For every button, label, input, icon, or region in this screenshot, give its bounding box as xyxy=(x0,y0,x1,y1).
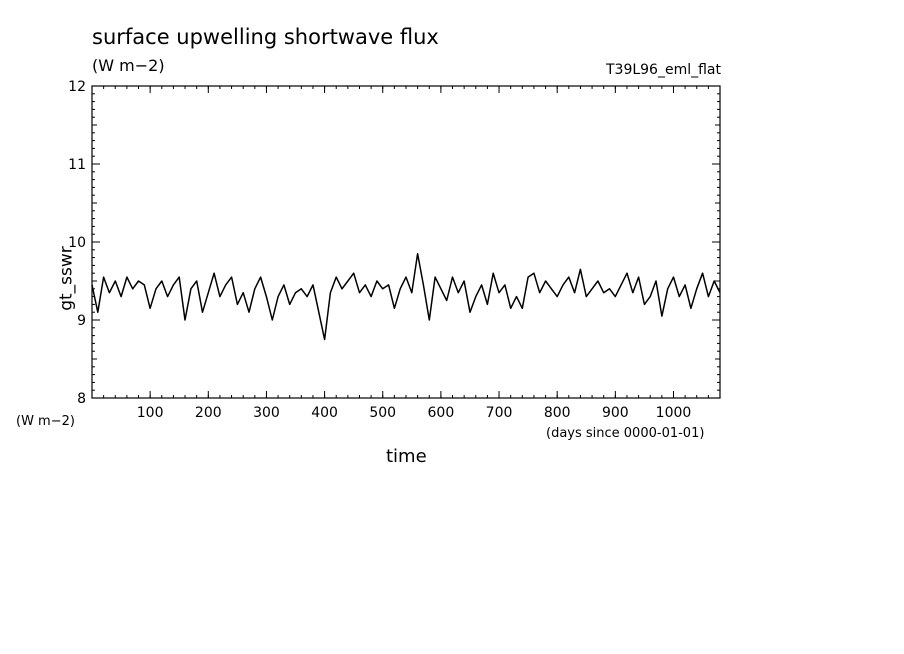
y-tick-label: 8 xyxy=(77,391,86,407)
x-tick-label: 400 xyxy=(311,405,338,421)
y-tick-label: 10 xyxy=(68,235,86,251)
chart-title: surface upwelling shortwave flux xyxy=(92,25,439,49)
x-tick-label: 900 xyxy=(602,405,629,421)
x-axis-units: (days since 0000-01-01) xyxy=(546,426,705,441)
y-tick-label: 9 xyxy=(77,313,86,329)
series-line xyxy=(91,252,721,341)
x-tick-label: 700 xyxy=(486,405,513,421)
x-tick-label: 600 xyxy=(428,405,455,421)
x-tick-label: 100 xyxy=(137,405,164,421)
y-tick-label: 12 xyxy=(68,79,86,95)
run-annotation: T39L96_eml_flat xyxy=(605,62,721,78)
x-axis-label: time xyxy=(386,446,427,467)
x-tick-label: 1000 xyxy=(656,405,692,421)
y-axis-units: (W m−2) xyxy=(16,414,75,429)
x-tick-label: 800 xyxy=(544,405,571,421)
chart-subtitle: (W m−2) xyxy=(92,56,165,75)
y-tick-label: 11 xyxy=(68,157,86,173)
x-tick-label: 200 xyxy=(195,405,222,421)
x-tick-label: 500 xyxy=(369,405,396,421)
x-tick-label: 300 xyxy=(253,405,280,421)
plot-frame xyxy=(91,85,721,399)
